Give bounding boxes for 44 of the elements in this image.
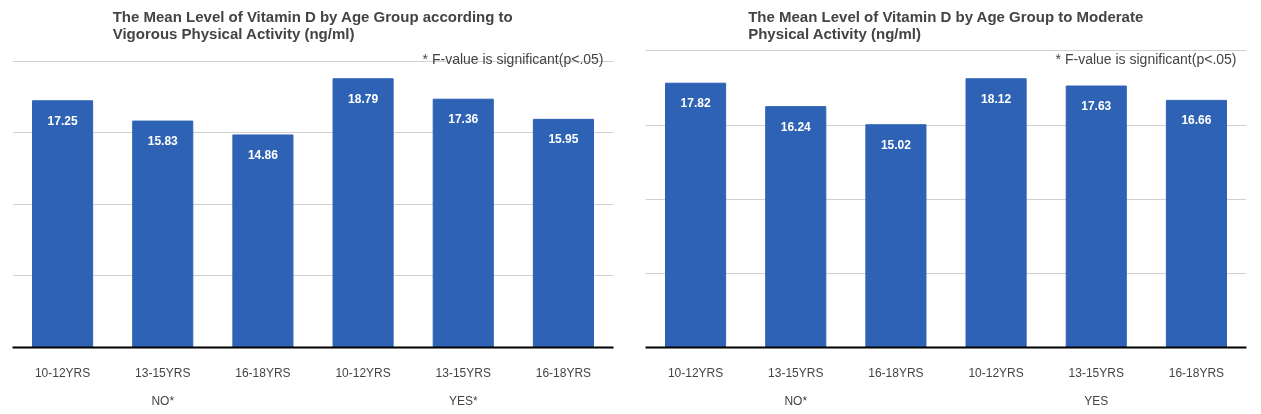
x-tick-label: 16-18YRS	[868, 365, 924, 380]
data-label: 15.95	[548, 132, 579, 147]
x-tick-label: 16-18YRS	[235, 365, 291, 380]
bar	[965, 78, 1027, 348]
x-tick-label: 13-15YRS	[135, 365, 191, 380]
x-tick-label: 10-12YRS	[34, 365, 91, 380]
bar	[332, 78, 394, 348]
x-tick-label: 16-18YRS	[535, 365, 592, 380]
bar	[432, 98, 494, 348]
text: NO*	[784, 393, 808, 408]
data-label: 15.02	[880, 137, 912, 152]
x-tick-label: 10-12YRS	[667, 365, 724, 380]
bar	[232, 134, 294, 348]
x-tick-label: 13-15YRS	[1068, 365, 1124, 380]
x-tick-label: 10-12YRS	[335, 365, 391, 380]
text: * F-value is significant(p<.05)	[1055, 50, 1237, 67]
text: YES*	[448, 393, 478, 408]
x-tick-label: 13-15YRS	[768, 365, 824, 380]
bar	[1165, 99, 1227, 348]
bar	[132, 120, 194, 348]
data-label: 17.36	[448, 112, 479, 127]
data-label: 17.63	[1081, 99, 1112, 114]
text: YES	[1084, 393, 1109, 408]
x-tick-label: 13-15YRS	[435, 365, 491, 380]
bar	[865, 124, 927, 348]
bar	[765, 106, 827, 348]
data-label: 18.79	[348, 91, 379, 106]
x-tick-label: 10-12YRS	[968, 365, 1024, 380]
chart-title: The Mean Level of Vitamin D by Age Group according to Vigorous Physical Activity (ng/ml)	[112, 7, 513, 42]
bar	[1065, 85, 1127, 348]
data-label: 18.12	[981, 91, 1012, 106]
data-label: 15.83	[147, 134, 179, 149]
x-tick-label: 16-18YRS	[1168, 365, 1225, 380]
bar	[32, 100, 94, 348]
data-label: 14.86	[247, 147, 279, 162]
bar	[532, 118, 594, 348]
data-label: 17.82	[680, 96, 711, 111]
data-label: 17.25	[47, 113, 78, 128]
text: NO*	[151, 393, 175, 408]
text: * F-value is significant(p<.05)	[422, 50, 604, 67]
chart-title: The Mean Level of Vitamin D by Age Group to Moderate Physical Activity (ng/ml)	[748, 7, 1144, 42]
data-label: 16.66	[1181, 113, 1212, 128]
data-label: 16.24	[780, 119, 812, 134]
bar	[665, 82, 727, 348]
